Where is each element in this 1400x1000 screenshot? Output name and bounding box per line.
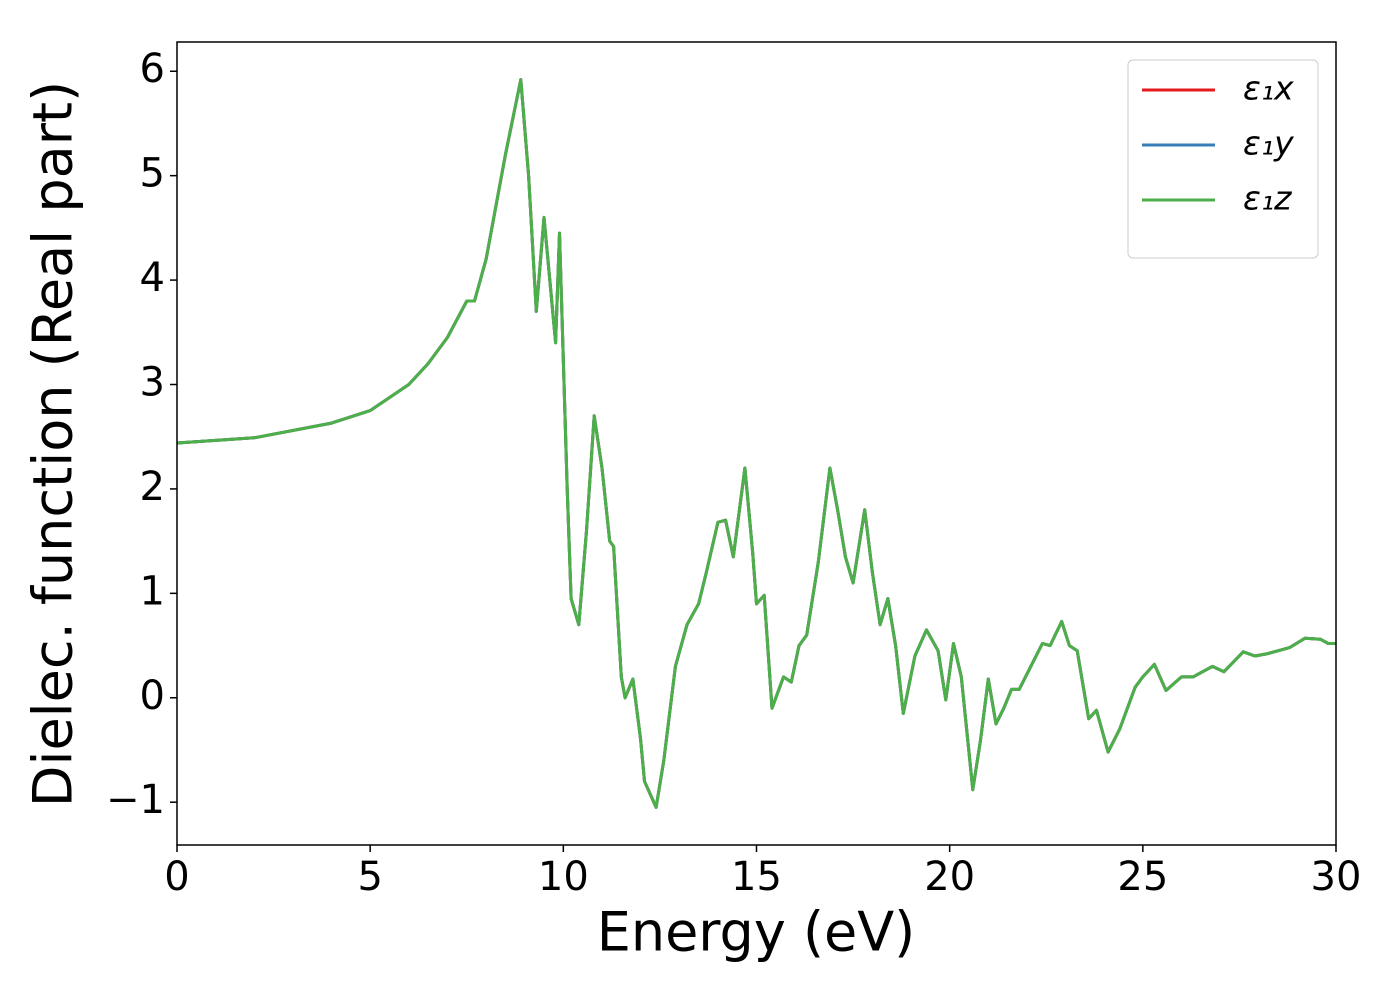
y-tick-label: 4 (140, 255, 165, 301)
line (176, 78, 1336, 809)
legend-box (1127, 59, 1319, 259)
y-tick-label: −1 (106, 777, 165, 823)
y-tick-label: 3 (140, 360, 165, 406)
x-tick-label: 5 (357, 854, 382, 900)
y-tick-label: 5 (140, 151, 165, 197)
legend-label: ε₁y (1243, 124, 1294, 163)
y-tick-label: 0 (140, 673, 165, 719)
y-axis-label: Dielec. function (Real part) (22, 81, 85, 807)
x-tick-label: 0 (164, 854, 189, 900)
y-tick-label: 6 (140, 46, 165, 92)
plot-frame (176, 41, 1337, 846)
x-tick-label: 20 (924, 854, 975, 900)
x-tick-label: 30 (1311, 854, 1362, 900)
legend-label: ε₁x (1243, 69, 1294, 108)
x-tick-label: 10 (538, 854, 589, 900)
y-tick-label: 1 (140, 568, 165, 614)
legend-label: ε₁z (1243, 179, 1292, 218)
y-tick-label: 2 (140, 464, 165, 510)
x-tick-label: 25 (1117, 854, 1168, 900)
x-axis-label: Energy (eV) (597, 901, 916, 964)
x-tick-label: 15 (731, 854, 782, 900)
